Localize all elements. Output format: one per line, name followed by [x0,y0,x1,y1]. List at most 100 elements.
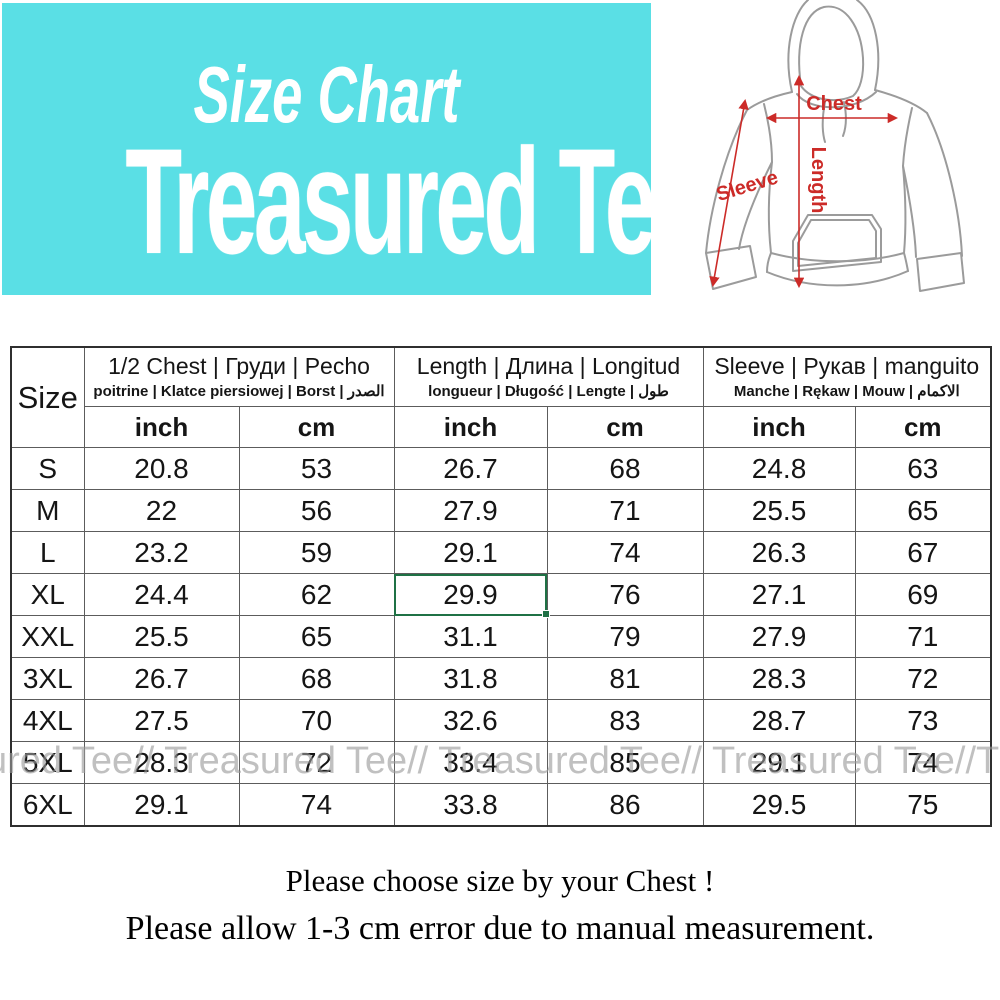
size-column-header: Size [10,346,85,448]
value-cell-length-cm: 81 [546,657,704,700]
value-cell-length-inch: 29.1 [393,531,548,574]
value-cell-length-inch: 27.9 [393,489,548,532]
length-group-subtitle: longueur | Długość | Lengte | طول [428,383,669,400]
size-cell: 5XL [10,741,85,784]
value-cell-sleeve-inch: 27.9 [702,615,856,658]
value-cell-chest-cm: 53 [238,447,395,490]
value-cell-length-cm: 71 [546,489,704,532]
size-cell: 3XL [10,657,85,700]
chest-arrow-label: Chest [806,93,862,115]
sleeve-group-subtitle: Manche | Rękaw | Mouw | الاكمام [733,383,960,400]
value-cell-length-inch: 29.9 [393,573,550,619]
value-cell-chest-cm: 62 [238,573,395,616]
table-row: S 20.8 53 26.7 68 24.8 63 [10,447,992,490]
value-cell-chest-inch: 23.2 [83,531,240,574]
brand-banner: Size Chart Treasured Tee [2,3,704,295]
value-cell-chest-cm: 59 [238,531,395,574]
value-cell-sleeve-inch: 25.5 [702,489,856,532]
value-cell-length-inch: 26.7 [393,447,548,490]
hoodie-outline [705,0,965,292]
value-cell-sleeve-cm: 74 [854,741,992,784]
unit-header-chest-cm: cm [238,406,395,448]
value-cell-sleeve-cm: 71 [854,615,992,658]
sleeve-group-header: Sleeve | Рукав | manguito Manche | Rękaw… [702,346,992,407]
value-cell-chest-inch: 20.8 [83,447,240,490]
value-cell-chest-inch: 24.4 [83,573,240,616]
unit-header-sleeve-inch: inch [702,406,856,448]
value-cell-sleeve-inch: 29.5 [702,783,856,827]
sleeve-arrow-label: Sleeve [714,166,781,206]
value-cell-sleeve-inch: 29.1 [702,741,856,784]
table-row: XXL 25.5 65 31.1 79 27.9 71 [10,615,992,658]
value-cell-sleeve-cm: 75 [854,783,992,827]
length-group-title: Length | Длина | Longitud [416,353,681,379]
unit-header-row: inch cm inch cm inch cm [11,406,992,448]
table-row: 3XL 26.7 68 31.8 81 28.3 72 [10,657,992,700]
chest-group-header: 1/2 Chest | Груди | Pecho poitrine | Kla… [83,346,395,407]
value-cell-sleeve-inch: 26.3 [702,531,856,574]
unit-header-sleeve-cm: cm [854,406,992,448]
value-cell-sleeve-cm: 63 [854,447,992,490]
length-group-header: Length | Длина | Longitud longueur | Dłu… [393,346,704,407]
unit-header-chest-inch: inch [83,406,240,448]
unit-header-length-cm: cm [546,406,704,448]
size-cell: M [10,489,85,532]
value-cell-chest-inch: 29.1 [83,783,240,827]
size-table: Size 1/2 Chest | Груди | Pecho poitrine … [10,346,993,827]
size-cell: 4XL [10,699,85,742]
table-row: XL 24.4 62 29.9 76 27.1 69 [10,573,992,619]
value-cell-sleeve-cm: 69 [854,573,992,616]
table-row: L 23.2 59 29.1 74 26.3 67 [10,531,992,574]
value-cell-length-inch: 31.1 [393,615,548,658]
value-cell-sleeve-cm: 67 [854,531,992,574]
group-header-row: Size 1/2 Chest | Груди | Pecho poitrine … [10,346,992,448]
value-cell-length-cm: 83 [546,699,704,742]
value-cell-length-inch: 33.8 [393,783,548,827]
value-cell-chest-inch: 25.5 [83,615,240,658]
size-cell: XXL [10,615,85,658]
value-cell-length-inch: 32.6 [393,699,548,742]
value-cell-sleeve-inch: 28.7 [702,699,856,742]
value-cell-length-inch: 33.4 [393,741,548,784]
value-cell-length-cm: 85 [546,741,704,784]
value-cell-chest-cm: 72 [238,741,395,784]
size-cell: S [10,447,85,490]
banner-title: Size Chart [193,50,460,139]
value-cell-sleeve-cm: 73 [854,699,992,742]
table-row: 4XL 27.5 70 32.6 83 28.7 73 [10,699,992,742]
value-cell-chest-cm: 68 [238,657,395,700]
brand-logo-text: Treasured Tee [125,117,704,285]
value-cell-chest-inch: 27.5 [83,699,240,742]
value-cell-length-cm: 74 [546,531,704,574]
value-cell-sleeve-inch: 28.3 [702,657,856,700]
value-cell-chest-inch: 26.7 [83,657,240,700]
value-cell-chest-inch: 22 [83,489,240,532]
size-cell: L [10,531,85,574]
value-cell-sleeve-inch: 27.1 [702,573,856,616]
hoodie-measurement-diagram: Chest Length Sleeve [705,0,965,292]
chest-group-title: 1/2 Chest | Груди | Pecho [108,353,370,379]
unit-header-length-inch: inch [393,406,548,448]
value-cell-length-cm: 79 [546,615,704,658]
table-row: M 22 56 27.9 71 25.5 65 [10,489,992,532]
chest-group-subtitle: poitrine | Klatce piersiowej | Borst | ا… [93,383,385,400]
sleeve-arrow [709,98,749,288]
value-cell-sleeve-inch: 24.8 [702,447,856,490]
size-cell: XL [10,573,85,616]
value-cell-chest-cm: 70 [238,699,395,742]
footer-note-2: Please allow 1-3 cm error due to manual … [125,910,875,947]
value-cell-chest-cm: 74 [238,783,395,827]
value-cell-sleeve-cm: 72 [854,657,992,700]
value-cell-length-cm: 68 [546,447,704,490]
value-cell-chest-cm: 65 [238,615,395,658]
length-arrow-label: Length [807,147,829,214]
footer-note-1: Please choose size by your Chest ! [285,863,715,898]
value-cell-chest-cm: 56 [238,489,395,532]
value-cell-length-cm: 76 [546,573,704,616]
value-cell-length-cm: 86 [546,783,704,827]
value-cell-length-inch: 31.8 [393,657,548,700]
table-row: 6XL 29.1 74 33.8 86 29.5 75 [10,783,992,827]
size-cell: 6XL [10,783,85,827]
table-row: 5XL 28.3 72 33.4 85 29.1 74 [10,741,992,784]
